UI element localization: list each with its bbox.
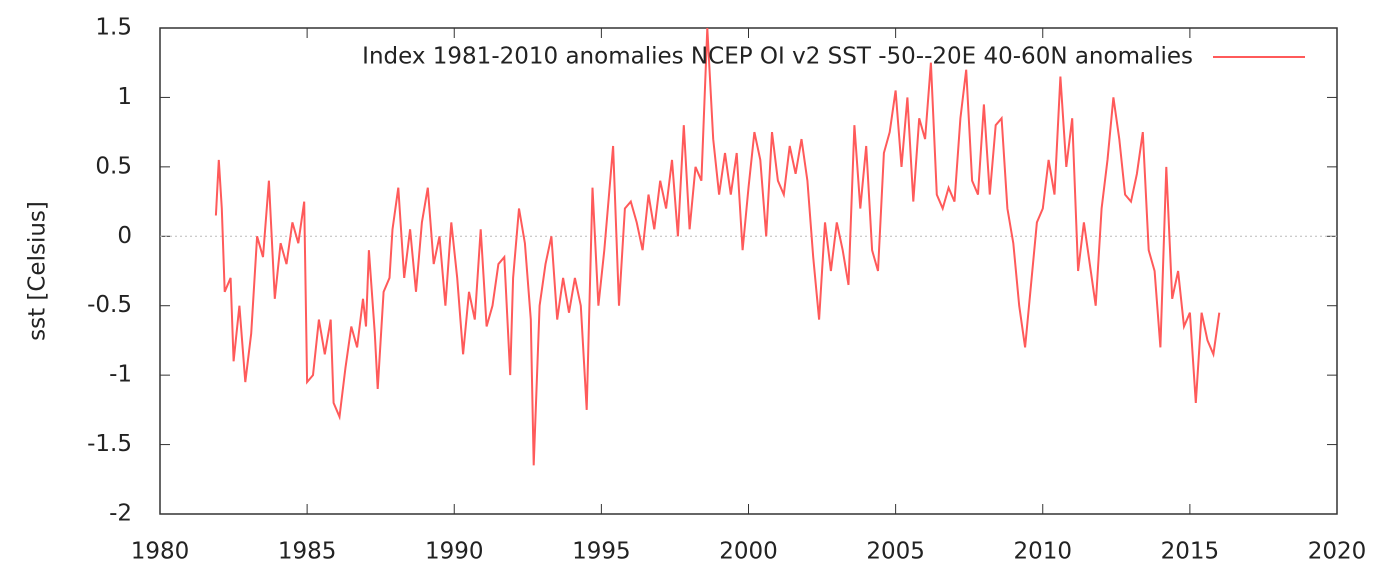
- x-tick-label: 1985: [278, 539, 337, 563]
- y-tick-label: 0.5: [95, 153, 132, 179]
- x-tick-label: 1995: [572, 539, 631, 563]
- y-tick-label: -2: [109, 501, 132, 527]
- x-tick-label: 2000: [719, 539, 778, 563]
- y-tick-label: -1: [109, 362, 132, 388]
- y-tick-label: 0: [117, 223, 132, 249]
- x-tick-label: 2010: [1013, 539, 1072, 563]
- data-line: [214, 27, 1221, 466]
- y-tick-label: -0.5: [87, 292, 132, 318]
- x-tick-label: 2020: [1308, 539, 1367, 563]
- legend-label: Index 1981-2010 anomalies NCEP OI v2 SST…: [362, 44, 1193, 70]
- x-tick-label: 1990: [425, 539, 484, 563]
- x-tick-label: 1980: [131, 539, 190, 563]
- x-tick-label: 2005: [866, 539, 925, 563]
- y-tick-label: 1.5: [95, 15, 132, 41]
- x-tick-label: 2015: [1161, 539, 1220, 563]
- y-axis-label: sst [Celsius]: [25, 201, 51, 341]
- y-tick-label: 1: [117, 84, 132, 110]
- plot-frame: [159, 27, 1338, 515]
- y-tick-label: -1.5: [87, 431, 132, 457]
